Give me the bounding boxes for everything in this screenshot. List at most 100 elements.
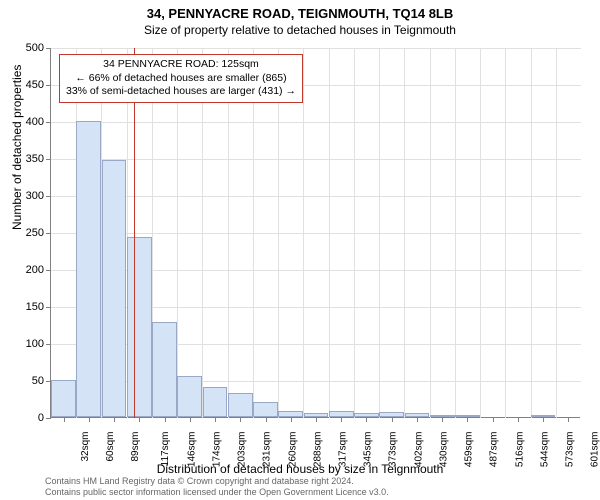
xtick-mark bbox=[316, 417, 317, 422]
xtick-mark bbox=[215, 417, 216, 422]
ytick-label: 400 bbox=[26, 116, 44, 128]
xtick-mark bbox=[341, 417, 342, 422]
gridline-v bbox=[202, 48, 203, 418]
xtick-mark bbox=[467, 417, 468, 422]
xtick-mark bbox=[64, 417, 65, 422]
chart-container: 34, PENNYACRE ROAD, TEIGNMOUTH, TQ14 8LB… bbox=[0, 0, 600, 500]
reference-line bbox=[134, 48, 135, 418]
histogram-bar bbox=[278, 411, 303, 417]
gridline-v bbox=[253, 48, 254, 418]
histogram-bar bbox=[102, 160, 127, 417]
plot-area: 05010015020025030035040045050032sqm60sqm… bbox=[50, 48, 580, 418]
ytick-label: 500 bbox=[26, 42, 44, 54]
gridline-h bbox=[51, 122, 581, 123]
gridline-v bbox=[354, 48, 355, 418]
chart-title-main: 34, PENNYACRE ROAD, TEIGNMOUTH, TQ14 8LB bbox=[0, 0, 600, 21]
xtick-label: 89sqm bbox=[130, 432, 141, 462]
ytick-mark bbox=[46, 48, 51, 49]
attribution: Contains HM Land Registry data © Crown c… bbox=[45, 476, 389, 498]
ytick-mark bbox=[46, 122, 51, 123]
attribution-line2: Contains public sector information licen… bbox=[45, 487, 389, 498]
histogram-bar bbox=[203, 387, 228, 417]
gridline-h bbox=[51, 159, 581, 160]
histogram-bar bbox=[329, 411, 354, 417]
gridline-h bbox=[51, 196, 581, 197]
ytick-mark bbox=[46, 344, 51, 345]
xtick-mark bbox=[266, 417, 267, 422]
gridline-v bbox=[480, 48, 481, 418]
callout-line2: ← 66% of detached houses are smaller (86… bbox=[66, 72, 296, 86]
xtick-mark bbox=[392, 417, 393, 422]
ytick-mark bbox=[46, 418, 51, 419]
callout-line3: 33% of semi-detached houses are larger (… bbox=[66, 85, 296, 99]
histogram-bar bbox=[354, 413, 379, 417]
ytick-mark bbox=[46, 85, 51, 86]
histogram-bar bbox=[430, 415, 455, 417]
xtick-mark bbox=[417, 417, 418, 422]
xtick-mark bbox=[240, 417, 241, 422]
histogram-bar bbox=[177, 376, 202, 417]
ytick-label: 100 bbox=[26, 338, 44, 350]
gridline-h bbox=[51, 233, 581, 234]
gridline-v bbox=[329, 48, 330, 418]
y-axis-label: Number of detached properties bbox=[10, 65, 24, 230]
ytick-mark bbox=[46, 270, 51, 271]
ytick-mark bbox=[46, 233, 51, 234]
xtick-mark bbox=[493, 417, 494, 422]
gridline-v bbox=[278, 48, 279, 418]
histogram-bar bbox=[304, 413, 329, 417]
callout-box: 34 PENNYACRE ROAD: 125sqm← 66% of detach… bbox=[59, 54, 303, 103]
ytick-label: 50 bbox=[32, 375, 44, 387]
ytick-label: 450 bbox=[26, 79, 44, 91]
gridline-v bbox=[303, 48, 304, 418]
gridline-v bbox=[379, 48, 380, 418]
xtick-mark bbox=[366, 417, 367, 422]
histogram-bar bbox=[127, 237, 152, 417]
ytick-mark bbox=[46, 196, 51, 197]
histogram-bar bbox=[76, 121, 101, 417]
ytick-mark bbox=[46, 381, 51, 382]
ytick-mark bbox=[46, 307, 51, 308]
xtick-mark bbox=[291, 417, 292, 422]
histogram-bar bbox=[228, 393, 253, 417]
ytick-label: 250 bbox=[26, 227, 44, 239]
xtick-mark bbox=[568, 417, 569, 422]
gridline-v bbox=[531, 48, 532, 418]
xtick-mark bbox=[543, 417, 544, 422]
gridline-v bbox=[430, 48, 431, 418]
histogram-bar bbox=[379, 412, 404, 417]
xtick-mark bbox=[114, 417, 115, 422]
gridline-h bbox=[51, 48, 581, 49]
ytick-label: 200 bbox=[26, 264, 44, 276]
histogram-bar bbox=[405, 413, 430, 417]
ytick-label: 0 bbox=[38, 412, 44, 424]
xtick-mark bbox=[442, 417, 443, 422]
xtick-mark bbox=[139, 417, 140, 422]
gridline-v bbox=[455, 48, 456, 418]
xtick-mark bbox=[190, 417, 191, 422]
ytick-mark bbox=[46, 159, 51, 160]
attribution-line1: Contains HM Land Registry data © Crown c… bbox=[45, 476, 389, 487]
gridline-v bbox=[228, 48, 229, 418]
histogram-bar bbox=[152, 322, 177, 417]
xtick-mark bbox=[89, 417, 90, 422]
histogram-bar bbox=[253, 402, 278, 417]
histogram-bar bbox=[51, 380, 76, 417]
ytick-label: 150 bbox=[26, 301, 44, 313]
callout-line1: 34 PENNYACRE ROAD: 125sqm bbox=[66, 58, 296, 72]
xtick-label: 60sqm bbox=[105, 432, 116, 462]
histogram-bar bbox=[531, 415, 556, 417]
xtick-mark bbox=[165, 417, 166, 422]
ytick-label: 350 bbox=[26, 153, 44, 165]
grid-area: 05010015020025030035040045050032sqm60sqm… bbox=[50, 48, 580, 418]
gridline-v bbox=[505, 48, 506, 418]
gridline-v bbox=[556, 48, 557, 418]
chart-title-sub: Size of property relative to detached ho… bbox=[0, 21, 600, 37]
x-axis-label: Distribution of detached houses by size … bbox=[0, 462, 600, 476]
gridline-v bbox=[404, 48, 405, 418]
xtick-label: 32sqm bbox=[80, 432, 91, 462]
histogram-bar bbox=[455, 415, 480, 417]
xtick-mark bbox=[518, 417, 519, 422]
gridline-v bbox=[177, 48, 178, 418]
ytick-label: 300 bbox=[26, 190, 44, 202]
